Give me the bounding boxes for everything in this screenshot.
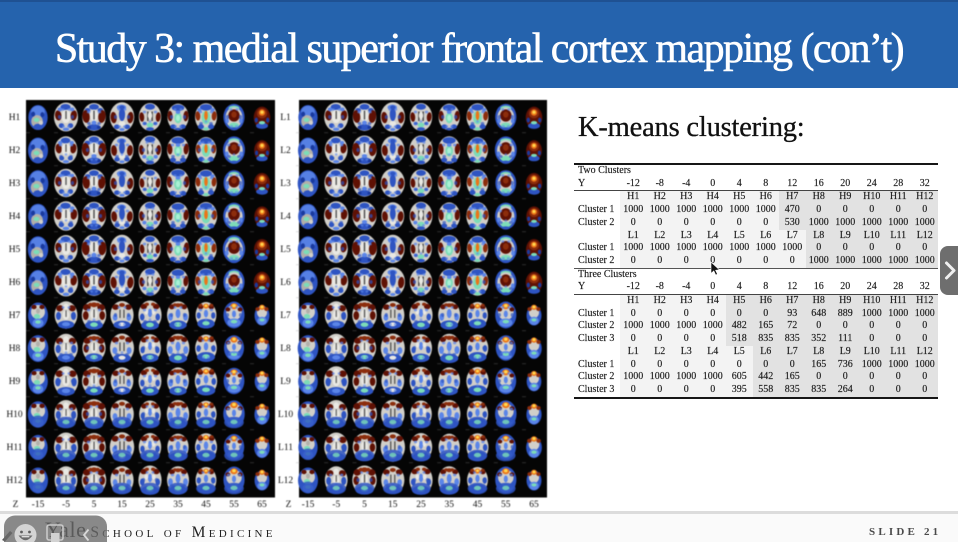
svg-text:L6: L6 (280, 278, 291, 288)
svg-text:L7: L7 (280, 311, 291, 321)
svg-text:-15: -15 (302, 500, 315, 510)
svg-text:Z: Z (13, 500, 19, 510)
svg-text:H9: H9 (9, 377, 21, 387)
svg-text:H2: H2 (9, 146, 21, 156)
svg-text:-15: -15 (32, 500, 45, 510)
svg-text:L12: L12 (278, 476, 294, 486)
svg-text:H12: H12 (6, 476, 23, 486)
svg-text:15: 15 (388, 500, 398, 510)
svg-text:H4: H4 (9, 212, 21, 222)
svg-text:H6: H6 (9, 278, 21, 288)
svg-text:55: 55 (229, 500, 239, 510)
svg-text:55: 55 (501, 500, 511, 510)
svg-text:35: 35 (445, 500, 455, 510)
svg-text:65: 65 (529, 500, 539, 510)
svg-text:Z: Z (286, 500, 292, 510)
svg-text:H8: H8 (9, 344, 21, 354)
svg-text:5: 5 (362, 500, 367, 510)
svg-text:L9: L9 (280, 377, 291, 387)
svg-text:L8: L8 (280, 344, 291, 354)
svg-text:-5: -5 (62, 500, 70, 510)
svg-text:H1: H1 (9, 113, 21, 123)
svg-text:L11: L11 (278, 443, 293, 453)
svg-text:H5: H5 (9, 245, 21, 255)
svg-text:H3: H3 (9, 179, 21, 189)
svg-text:H10: H10 (6, 410, 23, 420)
svg-text:L4: L4 (280, 212, 291, 222)
svg-text:L1: L1 (280, 113, 291, 123)
svg-text:H11: H11 (6, 443, 22, 453)
svg-text:25: 25 (145, 500, 155, 510)
svg-text:25: 25 (416, 500, 426, 510)
svg-text:L2: L2 (280, 146, 291, 156)
svg-text:65: 65 (257, 500, 267, 510)
svg-text:45: 45 (473, 500, 483, 510)
svg-text:L10: L10 (278, 410, 294, 420)
svg-text:35: 35 (173, 500, 183, 510)
svg-text:15: 15 (117, 500, 127, 510)
svg-text:45: 45 (201, 500, 211, 510)
svg-text:5: 5 (92, 500, 97, 510)
svg-text:L3: L3 (280, 179, 291, 189)
svg-text:H7: H7 (9, 311, 21, 321)
svg-text:L5: L5 (280, 245, 291, 255)
svg-text:-5: -5 (332, 500, 340, 510)
